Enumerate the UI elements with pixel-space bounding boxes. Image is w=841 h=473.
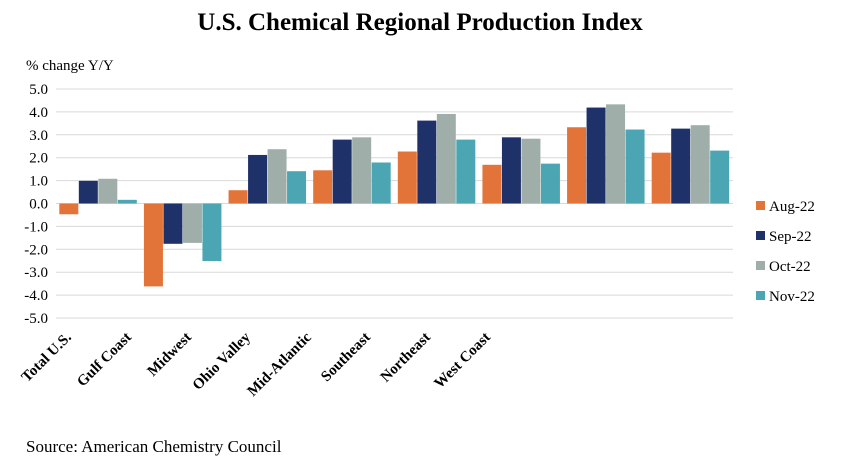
legend-swatch bbox=[756, 201, 765, 210]
y-tick-label: 4.0 bbox=[29, 105, 48, 121]
bars bbox=[59, 104, 730, 287]
bar-nov-22 bbox=[202, 203, 222, 261]
bar-oct-22 bbox=[182, 203, 202, 243]
bar-oct-22 bbox=[436, 113, 456, 204]
chart-title: U.S. Chemical Regional Production Index bbox=[197, 9, 643, 36]
bar-oct-22 bbox=[690, 125, 710, 204]
bar-aug-22 bbox=[313, 170, 333, 204]
y-tick-label: 2.0 bbox=[29, 151, 48, 167]
bar-aug-22 bbox=[651, 152, 671, 204]
y-tick-label: 0.0 bbox=[29, 197, 48, 213]
bar-oct-22 bbox=[352, 137, 372, 204]
legend-label: Oct-22 bbox=[769, 259, 811, 275]
bar-aug-22 bbox=[397, 151, 417, 204]
bar-nov-22 bbox=[456, 139, 476, 204]
category-label: West Coast bbox=[432, 330, 494, 392]
bar-nov-22 bbox=[710, 150, 730, 204]
bar-nov-22 bbox=[117, 199, 137, 204]
y-tick-label: 3.0 bbox=[29, 128, 48, 144]
y-tick-label: 5.0 bbox=[29, 82, 48, 98]
legend-swatch bbox=[756, 291, 765, 300]
bar-aug-22 bbox=[567, 127, 587, 204]
legend-swatch bbox=[756, 261, 765, 270]
bar-oct-22 bbox=[521, 138, 541, 204]
bar-sep-22 bbox=[332, 139, 352, 204]
legend-item: Nov-22 bbox=[756, 289, 815, 305]
legend-item: Oct-22 bbox=[756, 259, 811, 275]
y-axis-ticks: 5.0 4.0 3.0 2.0 1.0 0.0 -1.0 -2.0 -3.0 -4.0 -5.0 bbox=[24, 82, 48, 327]
bar-sep-22 bbox=[671, 128, 691, 204]
bar-oct-22 bbox=[606, 104, 626, 204]
bar-sep-22 bbox=[248, 154, 268, 204]
legend-swatch bbox=[756, 231, 765, 240]
bar-sep-22 bbox=[501, 137, 521, 204]
legend-item: Aug-22 bbox=[756, 199, 815, 215]
bar-sep-22 bbox=[586, 107, 606, 204]
category-label: Gulf Coast bbox=[74, 330, 135, 391]
y-tick-label: -1.0 bbox=[24, 219, 48, 235]
bar-nov-22 bbox=[287, 171, 307, 204]
bar-oct-22 bbox=[98, 178, 118, 204]
category-label: Southeast bbox=[318, 330, 374, 386]
bar-sep-22 bbox=[163, 203, 183, 244]
category-label: Ohio Valley bbox=[190, 329, 254, 393]
bar-oct-22 bbox=[267, 149, 287, 204]
legend-label: Aug-22 bbox=[769, 199, 815, 215]
bar-nov-22 bbox=[371, 162, 391, 204]
legend-label: Sep-22 bbox=[769, 229, 812, 245]
bar-aug-22 bbox=[143, 203, 163, 287]
bar-nov-22 bbox=[625, 129, 645, 204]
y-tick-label: -3.0 bbox=[24, 265, 48, 281]
y-tick-label: -2.0 bbox=[24, 242, 48, 258]
legend: Aug-22 Sep-22 Oct-22 Nov-22 bbox=[756, 199, 815, 305]
source-note: Source: American Chemistry Council bbox=[26, 437, 282, 456]
bar-sep-22 bbox=[78, 180, 98, 204]
legend-label: Nov-22 bbox=[769, 289, 815, 305]
category-label: Mid-Atlantic bbox=[245, 329, 315, 399]
bar-aug-22 bbox=[228, 190, 248, 204]
legend-item: Sep-22 bbox=[756, 229, 812, 245]
category-label: Northeast bbox=[378, 330, 434, 386]
bar-aug-22 bbox=[59, 203, 79, 215]
category-label: Midwest bbox=[145, 330, 195, 380]
bar-aug-22 bbox=[482, 164, 502, 204]
bar-sep-22 bbox=[417, 120, 437, 204]
y-tick-label: -5.0 bbox=[24, 311, 48, 327]
y-tick-label: 1.0 bbox=[29, 174, 48, 190]
bar-nov-22 bbox=[540, 163, 560, 204]
y-tick-label: -4.0 bbox=[24, 288, 48, 304]
y-axis-label: % change Y/Y bbox=[26, 58, 114, 74]
category-label: Total U.S. bbox=[19, 329, 75, 385]
